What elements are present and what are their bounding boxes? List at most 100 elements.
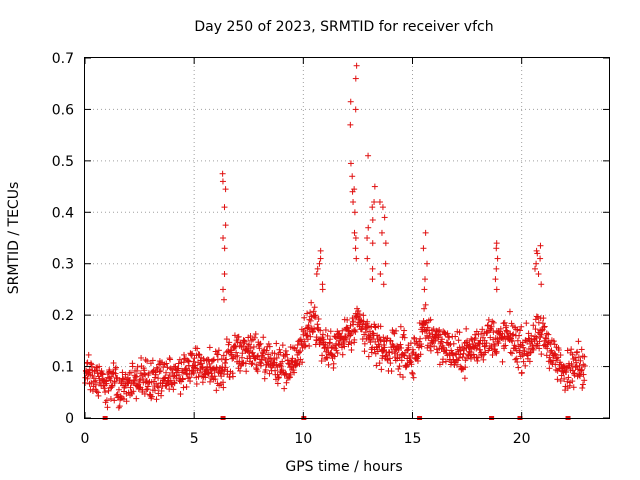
data-point bbox=[155, 375, 162, 382]
data-point bbox=[101, 385, 108, 392]
data-point bbox=[396, 363, 403, 370]
data-point bbox=[545, 331, 552, 338]
data-point bbox=[429, 339, 436, 346]
data-point bbox=[502, 342, 509, 349]
data-point bbox=[395, 365, 402, 372]
data-point bbox=[352, 328, 359, 335]
data-point bbox=[248, 361, 255, 368]
data-point bbox=[95, 392, 102, 399]
data-point bbox=[253, 365, 260, 372]
data-point bbox=[540, 315, 547, 322]
data-point bbox=[273, 354, 280, 361]
data-point bbox=[398, 357, 405, 364]
data-point bbox=[305, 322, 312, 329]
data-point bbox=[437, 331, 444, 338]
data-point bbox=[222, 186, 229, 193]
data-point bbox=[347, 121, 354, 128]
data-point bbox=[220, 235, 227, 241]
data-point bbox=[164, 364, 171, 371]
data-point bbox=[422, 301, 429, 308]
data-point bbox=[349, 173, 356, 180]
data-point bbox=[306, 316, 313, 323]
data-point bbox=[350, 318, 357, 325]
data-point bbox=[167, 356, 174, 363]
data-point bbox=[533, 335, 540, 342]
data-point bbox=[207, 378, 214, 385]
data-point bbox=[221, 296, 228, 303]
data-point bbox=[112, 370, 119, 377]
data-point bbox=[222, 359, 229, 366]
data-point bbox=[198, 354, 205, 361]
data-point bbox=[573, 363, 580, 370]
data-point bbox=[236, 358, 243, 365]
data-point bbox=[322, 341, 329, 348]
y-tick-labels: 0 0.1 0.2 0.3 0.4 0.5 0.6 0.7 bbox=[52, 51, 74, 427]
data-point bbox=[526, 358, 533, 365]
data-point bbox=[485, 316, 492, 323]
data-point bbox=[355, 307, 362, 314]
data-point bbox=[474, 357, 481, 364]
y-tick-label: 0.6 bbox=[52, 102, 74, 118]
data-point bbox=[576, 362, 583, 369]
data-point bbox=[578, 346, 585, 353]
data-point bbox=[376, 360, 383, 367]
data-point bbox=[327, 336, 334, 343]
data-point bbox=[229, 373, 236, 380]
data-point bbox=[493, 245, 500, 252]
data-point bbox=[424, 324, 431, 331]
data-point bbox=[387, 338, 394, 345]
data-point bbox=[306, 343, 313, 350]
data-point bbox=[111, 380, 118, 387]
data-point bbox=[154, 383, 161, 390]
data-point bbox=[510, 331, 517, 338]
data-point bbox=[308, 299, 315, 306]
x-tick-labels: 0 5 10 15 20 bbox=[81, 431, 531, 447]
data-point bbox=[127, 369, 134, 376]
data-point bbox=[507, 349, 514, 356]
y-tick-label: 0.5 bbox=[52, 154, 74, 170]
data-point bbox=[223, 336, 230, 343]
data-point bbox=[304, 310, 311, 317]
data-point bbox=[379, 204, 386, 211]
data-point bbox=[247, 333, 254, 340]
data-point bbox=[170, 386, 177, 393]
data-point bbox=[115, 386, 122, 393]
data-point bbox=[517, 327, 524, 334]
data-point bbox=[317, 247, 324, 254]
data-point bbox=[352, 245, 359, 252]
data-point bbox=[157, 367, 164, 374]
data-point bbox=[301, 338, 308, 345]
data-point bbox=[397, 323, 404, 330]
data-point bbox=[515, 364, 522, 371]
data-point bbox=[245, 349, 252, 356]
data-point bbox=[533, 260, 540, 267]
data-point bbox=[418, 343, 425, 350]
data-point bbox=[163, 369, 170, 376]
data-point bbox=[324, 332, 331, 339]
data-point bbox=[335, 330, 342, 337]
data-point bbox=[371, 199, 378, 205]
data-point bbox=[497, 325, 504, 332]
data-point bbox=[307, 333, 314, 340]
data-point bbox=[345, 341, 352, 348]
data-point bbox=[283, 379, 290, 386]
data-point bbox=[364, 235, 371, 241]
data-point bbox=[265, 351, 272, 358]
data-point bbox=[156, 368, 163, 375]
data-point bbox=[87, 360, 94, 367]
data-point bbox=[254, 368, 261, 375]
data-point bbox=[493, 348, 500, 355]
data-point bbox=[489, 318, 496, 325]
data-point bbox=[463, 325, 470, 332]
x-tick-label: 20 bbox=[513, 431, 531, 447]
data-point bbox=[324, 354, 331, 361]
data-point bbox=[574, 348, 581, 355]
data-point bbox=[534, 342, 541, 349]
data-point bbox=[260, 334, 267, 341]
data-point bbox=[578, 366, 585, 373]
data-point bbox=[249, 350, 256, 357]
data-point bbox=[580, 371, 587, 378]
data-point bbox=[541, 324, 548, 331]
data-point bbox=[319, 281, 326, 288]
data-point bbox=[472, 331, 479, 338]
